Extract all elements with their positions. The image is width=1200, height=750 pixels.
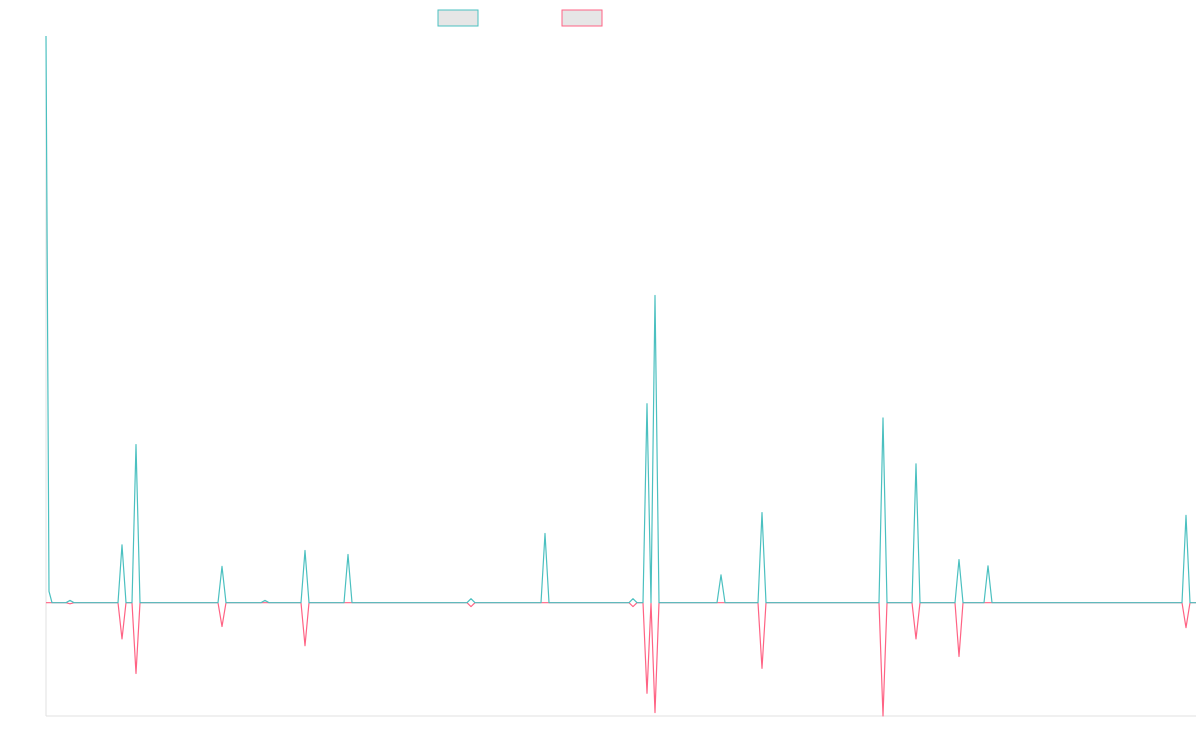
legend-swatch	[561, 9, 603, 27]
series-line	[45, 35, 1196, 604]
legend-swatch	[437, 9, 479, 27]
series-line	[46, 602, 1196, 717]
